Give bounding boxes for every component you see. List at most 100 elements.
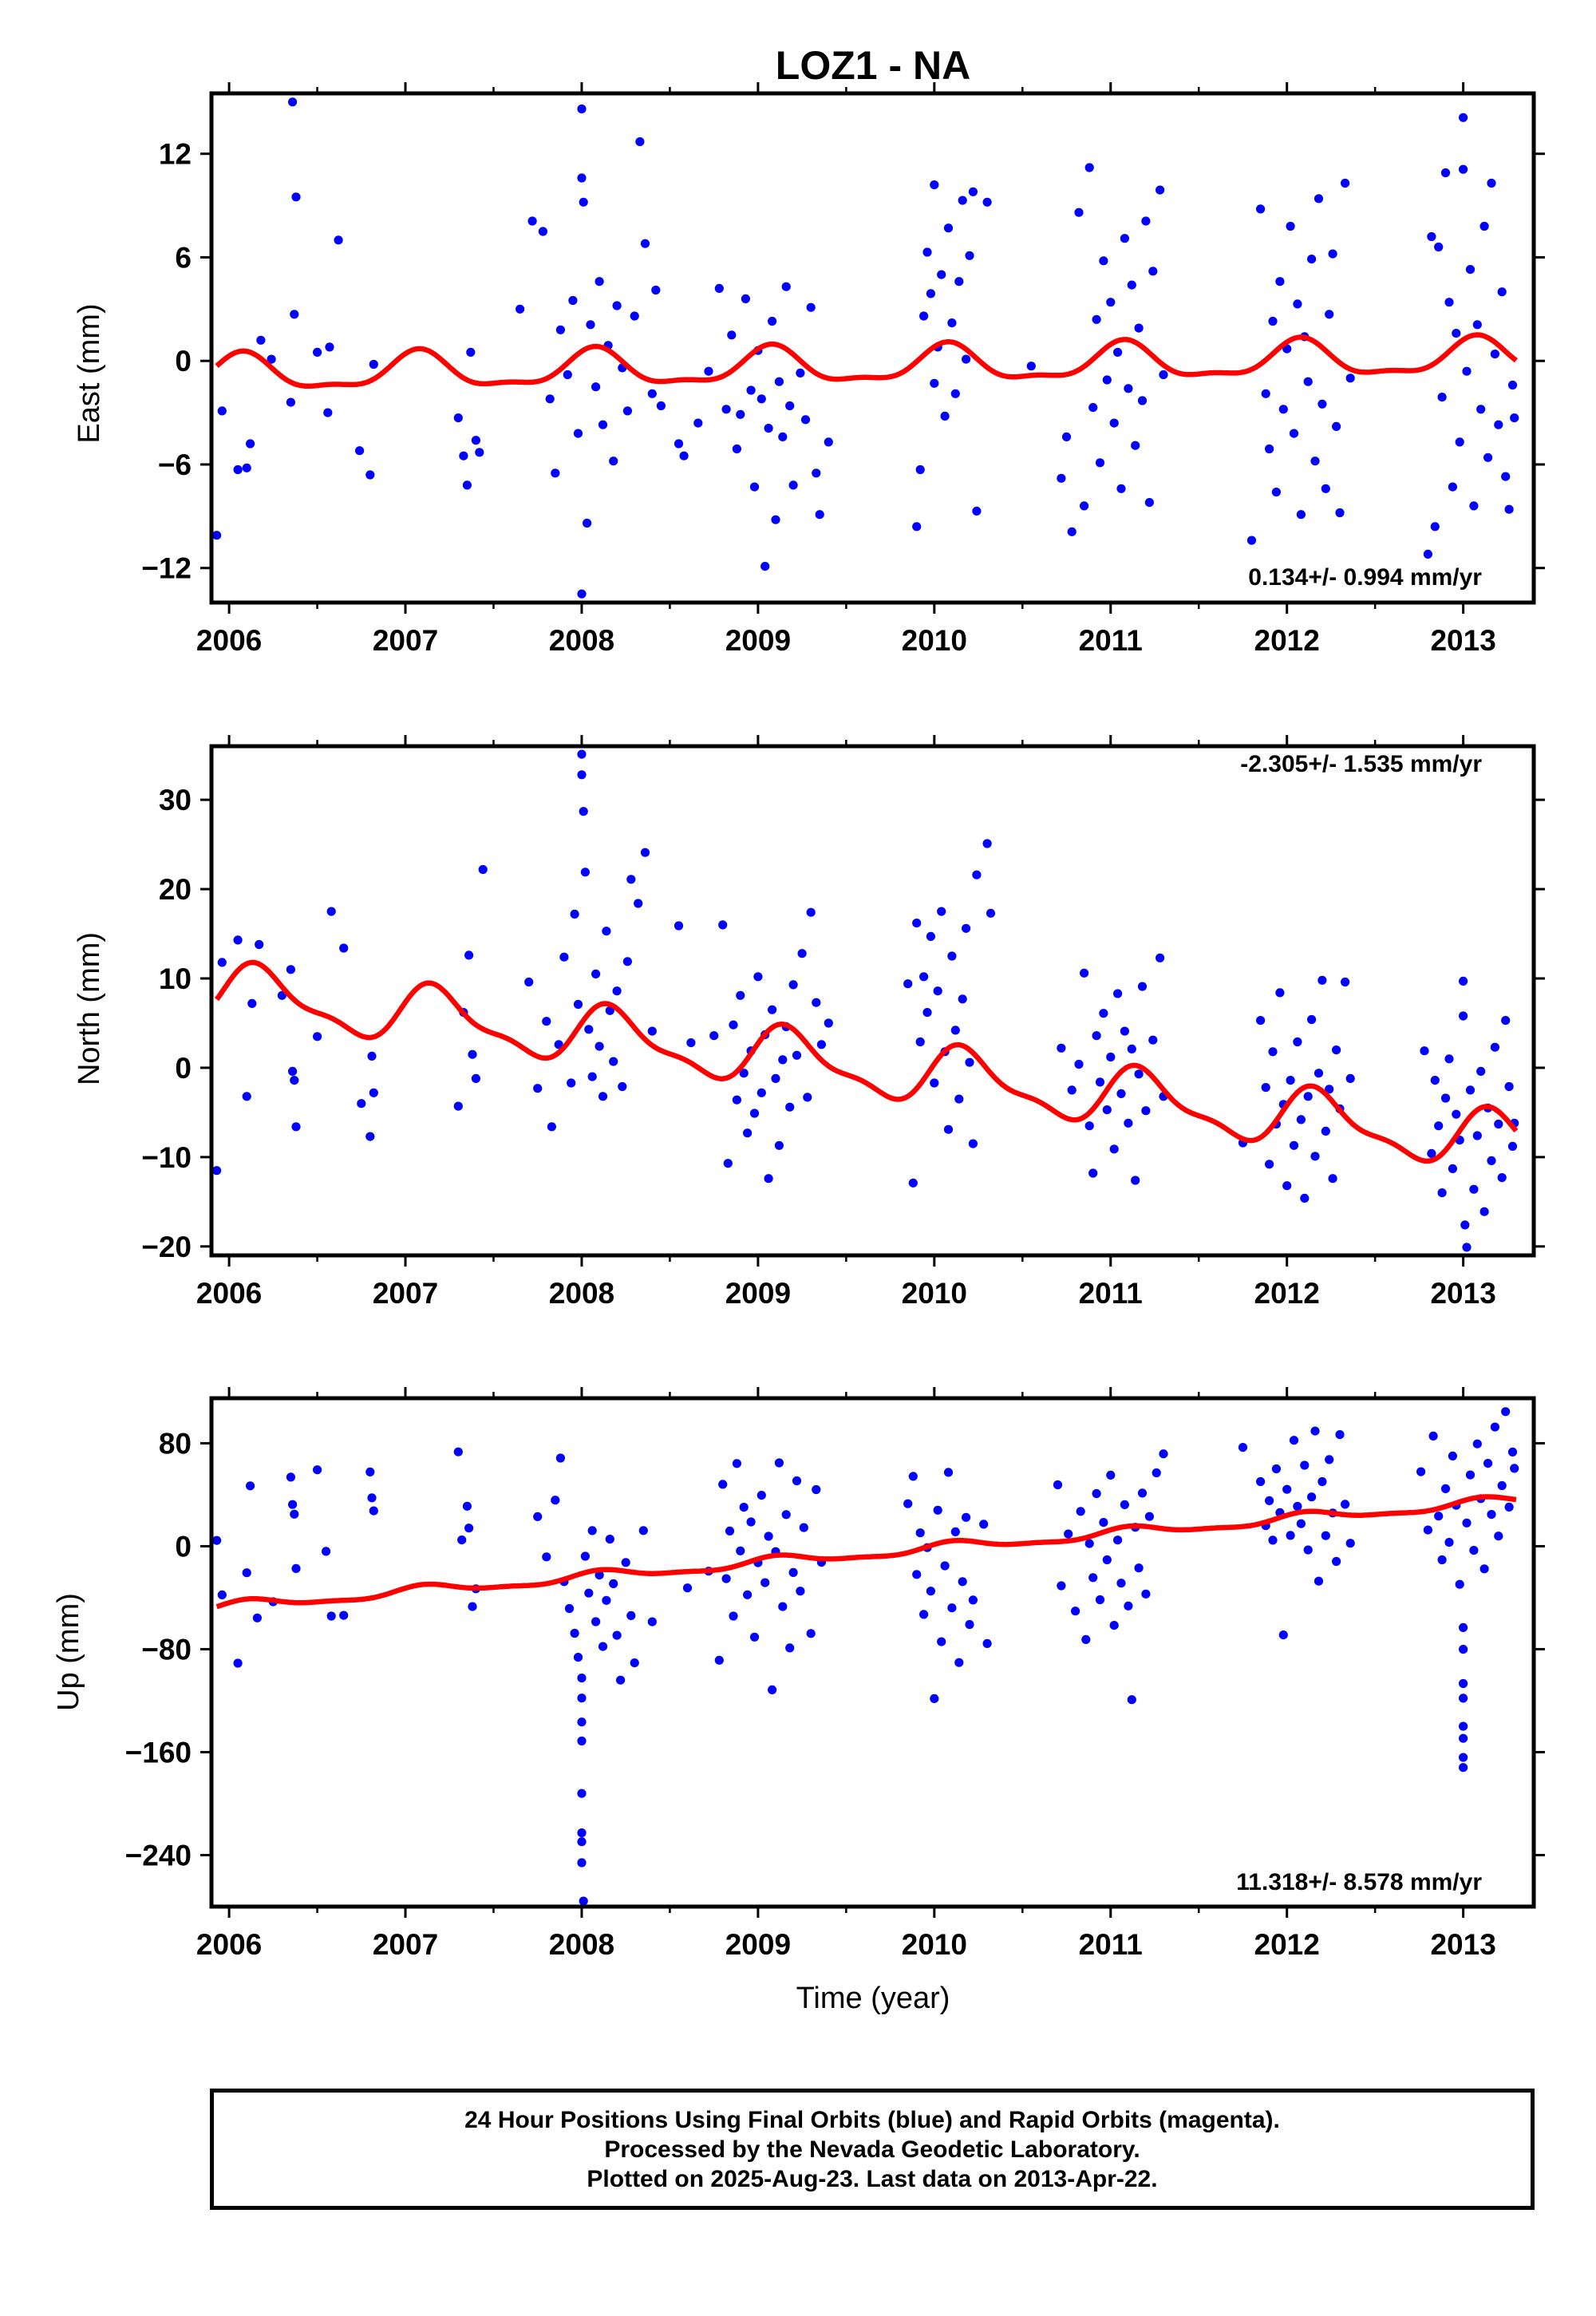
up-data-point <box>1510 1464 1519 1473</box>
east-data-point <box>579 197 588 207</box>
up-data-point <box>1113 1535 1123 1545</box>
north-data-point <box>533 1084 543 1093</box>
north-x-tick-label: 2013 <box>1430 1277 1495 1310</box>
up-data-point <box>1127 1695 1136 1705</box>
up-data-point <box>1256 1476 1266 1487</box>
north-data-point <box>212 1166 222 1176</box>
east-data-point <box>1275 277 1285 287</box>
up-data-point <box>579 1896 588 1906</box>
north-data-point <box>577 770 587 780</box>
north-data-point <box>1427 1148 1436 1158</box>
east-data-point <box>612 301 622 310</box>
up-data-point <box>796 1587 805 1596</box>
north-data-point <box>609 1057 618 1066</box>
east-data-point <box>1080 501 1089 511</box>
north-data-point <box>803 1093 812 1102</box>
north-data-point <box>579 807 588 816</box>
north-data-point <box>1459 976 1468 986</box>
up-data-point <box>778 1602 788 1611</box>
east-data-point <box>466 347 476 357</box>
north-data-point <box>1088 1168 1098 1178</box>
east-data-point <box>1131 441 1140 450</box>
up-data-point <box>714 1655 724 1665</box>
north-data-point <box>573 999 583 1010</box>
north-data-point <box>1325 1085 1334 1094</box>
east-data-point <box>800 415 811 425</box>
north-y-tick-label: −10 <box>141 1141 192 1174</box>
east-data-point <box>741 294 751 303</box>
up-data-point <box>965 1619 974 1630</box>
up-data-point <box>1455 1579 1464 1589</box>
up-data-point <box>605 1535 614 1544</box>
east-data-point <box>651 285 661 295</box>
east-data-point <box>647 389 657 398</box>
up-data-point <box>1440 1484 1451 1493</box>
up-data-point <box>1120 1500 1129 1509</box>
east-data-point <box>1434 242 1444 252</box>
north-data-point <box>1328 1174 1337 1184</box>
up-data-point <box>1428 1431 1438 1441</box>
up-data-point <box>739 1503 749 1512</box>
east-data-point <box>1124 384 1133 393</box>
up-data-point <box>1483 1459 1493 1468</box>
east-data-point <box>288 97 298 107</box>
north-data-point <box>1131 1176 1140 1185</box>
up-data-point <box>246 1481 255 1491</box>
east-data-point <box>943 223 954 233</box>
east-data-point <box>954 277 964 287</box>
east-data-point <box>1074 207 1084 217</box>
up-data-point <box>252 1613 262 1622</box>
east-data-point <box>1440 168 1451 178</box>
north-data-point <box>749 1109 760 1118</box>
east-data-point <box>1261 389 1270 398</box>
east-data-point <box>212 531 222 540</box>
north-data-point <box>1452 1109 1461 1119</box>
east-data-point <box>1328 249 1337 259</box>
up-data-point <box>555 1453 566 1463</box>
north-data-point <box>554 1040 563 1049</box>
east-data-point <box>286 397 295 407</box>
east-data-point <box>806 302 816 312</box>
east-data-point <box>771 515 780 524</box>
up-data-point <box>1459 1678 1468 1689</box>
east-data-point <box>1156 185 1165 195</box>
north-data-point <box>965 1057 974 1067</box>
north-data-point <box>367 1051 377 1061</box>
up-data-point <box>577 1736 587 1746</box>
up-data-point <box>1332 1556 1341 1567</box>
east-data-point <box>1026 362 1036 371</box>
up-data-point <box>1144 1512 1154 1521</box>
east-data-point <box>1462 366 1472 376</box>
east-data-point <box>1423 549 1432 559</box>
up-data-point <box>577 1828 587 1838</box>
up-data-point <box>768 1685 777 1694</box>
east-data-point <box>246 439 255 449</box>
north-data-point <box>903 979 913 989</box>
east-data-point <box>1469 501 1479 511</box>
north-data-point <box>723 1159 733 1168</box>
east-data-point <box>563 370 572 380</box>
east-data-point <box>217 406 227 416</box>
up-data-point <box>587 1526 597 1535</box>
east-data-point <box>595 277 604 287</box>
up-data-point <box>288 1500 298 1509</box>
east-data-point <box>749 482 760 492</box>
up-data-point <box>1335 1430 1345 1440</box>
north-data-point <box>1137 982 1148 991</box>
up-x-tick-label: 2012 <box>1254 1928 1320 1961</box>
up-data-point <box>1293 1501 1302 1512</box>
east-data-point <box>609 456 618 466</box>
north-data-point <box>718 920 728 930</box>
up-y-tick-label: −160 <box>125 1736 192 1769</box>
east-data-point <box>1444 298 1454 307</box>
up-data-point <box>1137 1488 1148 1498</box>
up-data-point <box>1282 1484 1292 1494</box>
north-data-point <box>1095 1077 1105 1087</box>
north-data-point <box>547 1122 557 1132</box>
east-data-point <box>1106 298 1116 307</box>
up-data-point <box>1088 1573 1098 1583</box>
east-data-point <box>736 409 745 419</box>
north-data-point <box>968 1139 978 1148</box>
north-data-point <box>1124 1118 1133 1128</box>
north-data-point <box>947 951 957 961</box>
